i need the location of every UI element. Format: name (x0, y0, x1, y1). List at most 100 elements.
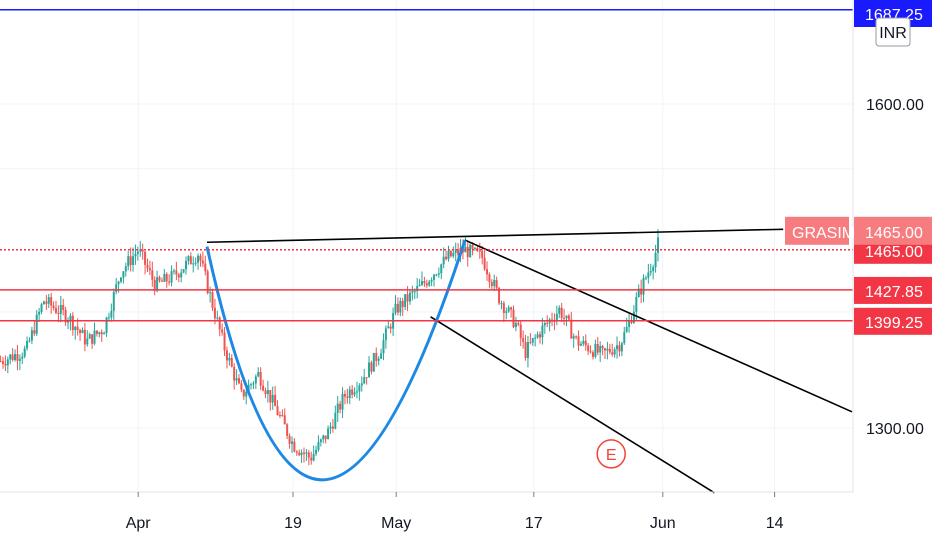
cup-curve[interactable] (205, 239, 467, 482)
trendline-1[interactable] (206, 228, 784, 244)
candle-body (382, 340, 385, 354)
candle-body (40, 304, 43, 312)
candle-body (153, 279, 156, 291)
candle-body (305, 452, 308, 454)
candle-body (50, 297, 53, 306)
candle-body (628, 321, 631, 327)
candle-body (478, 250, 481, 252)
candle-body (132, 256, 135, 266)
candle-body (572, 336, 575, 339)
candle-body (502, 303, 505, 313)
candle-body (14, 354, 17, 361)
candle-body (442, 256, 445, 265)
candle-body (546, 323, 549, 325)
candle-body (498, 287, 501, 304)
candle-body (408, 292, 411, 302)
candle-body (336, 403, 339, 413)
candle-body (160, 280, 163, 282)
annotations: E (596, 439, 626, 469)
candle-body (365, 377, 368, 379)
candle-body (483, 257, 486, 270)
candle-body (69, 315, 72, 322)
candle-body (28, 340, 31, 342)
candle-body (127, 256, 130, 267)
trendline-2[interactable] (464, 239, 853, 413)
candle-body (233, 366, 236, 381)
candle-body (423, 281, 426, 284)
candle-body (180, 272, 183, 278)
candle-body (245, 391, 248, 397)
candle-body (64, 309, 67, 323)
candle-body (541, 325, 544, 338)
candle-body (531, 338, 534, 343)
candle-body (271, 394, 274, 403)
candle-body (582, 340, 585, 344)
candle-body (507, 307, 510, 312)
candle-body (228, 357, 231, 361)
candle-body (584, 340, 587, 346)
candle-body (4, 363, 7, 366)
candle-body (495, 280, 498, 288)
candle-body (187, 256, 190, 261)
time-axis[interactable]: Apr 19 May 17 Jun 14 (0, 491, 853, 532)
candle-body (52, 305, 55, 308)
candle-body (620, 343, 623, 352)
candle-body (122, 271, 125, 278)
candle-body (343, 393, 346, 397)
candle-body (543, 323, 546, 326)
candle-body (433, 274, 436, 280)
candle-body (449, 250, 452, 257)
event-marker[interactable]: E (596, 439, 626, 469)
candle-body (632, 311, 635, 323)
candle-body (67, 321, 70, 323)
candle-body (98, 332, 101, 334)
candle-body (278, 414, 281, 416)
candle-body (377, 358, 380, 361)
candle-body (587, 345, 590, 352)
currency-badge[interactable]: INR (875, 17, 911, 47)
candle-body (129, 256, 132, 266)
candle-body (334, 412, 337, 429)
candle-body (322, 435, 325, 440)
candle-body (148, 268, 151, 271)
candle-body (182, 269, 185, 273)
candle-body (242, 389, 245, 397)
time-tick-label: 17 (525, 515, 543, 532)
candle-body (560, 307, 563, 319)
candle-body (47, 297, 50, 304)
candle-body (637, 288, 640, 297)
candle-body (355, 391, 358, 393)
trendline-3[interactable] (430, 316, 715, 494)
candle-body (594, 343, 597, 357)
candle-body (81, 329, 84, 334)
candle-body (2, 361, 5, 364)
candle-body (490, 282, 493, 287)
candle-body (567, 315, 570, 320)
candle-body (134, 253, 137, 257)
candle-body (413, 291, 416, 293)
candle-body (652, 267, 655, 272)
candle-body (526, 342, 529, 359)
candle-body (88, 334, 91, 339)
time-tick-label: May (381, 515, 411, 532)
candle-body (310, 457, 313, 461)
event-marker-label: E (606, 447, 617, 464)
candle-body (257, 371, 260, 377)
candle-body (274, 394, 277, 407)
candle-body (54, 307, 57, 313)
candle-body (372, 352, 375, 372)
drawings[interactable] (205, 228, 853, 494)
candle-body (165, 273, 168, 282)
candle-body (437, 273, 440, 275)
candle-body (151, 270, 154, 280)
candle-body (457, 249, 460, 256)
time-tick-label: Apr (126, 515, 152, 532)
candle-body (640, 288, 643, 295)
candle-body (223, 332, 226, 351)
candle-body (168, 281, 171, 283)
candle-body (204, 263, 207, 272)
candle-body (221, 329, 224, 333)
candle-body (613, 349, 616, 355)
candle-body (370, 362, 373, 372)
